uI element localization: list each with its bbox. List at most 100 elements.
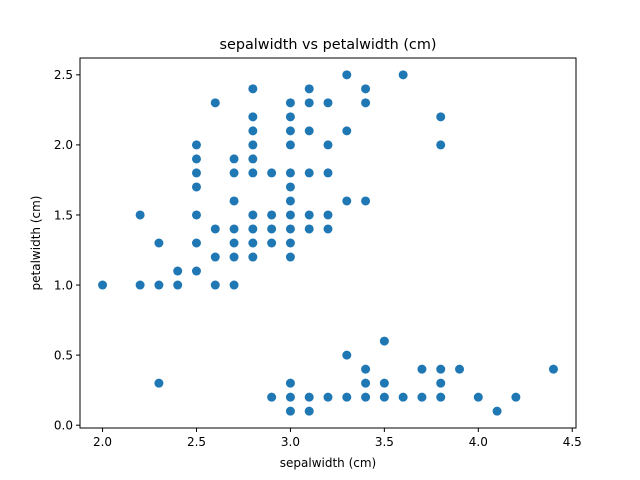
data-point — [436, 112, 446, 122]
data-point — [436, 140, 446, 150]
data-point — [304, 168, 314, 178]
data-point — [285, 140, 295, 150]
data-point — [304, 392, 314, 402]
data-point — [323, 392, 333, 402]
data-point — [285, 196, 295, 206]
data-point — [229, 252, 239, 262]
data-point — [361, 84, 371, 94]
data-point — [379, 336, 389, 346]
y-tick-label: 2.5 — [54, 68, 73, 82]
y-tick-label: 2.0 — [54, 138, 73, 152]
data-point — [304, 210, 314, 220]
data-point — [191, 266, 201, 276]
data-point — [417, 392, 427, 402]
data-point — [323, 210, 333, 220]
data-point — [248, 112, 258, 122]
data-point — [417, 364, 427, 374]
data-point — [248, 84, 258, 94]
data-point — [342, 196, 352, 206]
y-tick-label: 0.5 — [54, 348, 73, 362]
data-point — [210, 252, 220, 262]
data-point — [285, 112, 295, 122]
data-point — [229, 196, 239, 206]
data-point — [342, 392, 352, 402]
x-tick-label: 4.5 — [563, 435, 582, 449]
x-axis-ticks: 2.0 2.5 3.0 3.5 4.0 4.5 — [93, 428, 582, 449]
data-point — [379, 378, 389, 388]
y-axis-label: petalwidth (cm) — [29, 196, 43, 291]
data-point — [248, 154, 258, 164]
y-tick-label: 1.5 — [54, 208, 73, 222]
data-point — [285, 224, 295, 234]
data-point — [267, 210, 277, 220]
data-point — [267, 168, 277, 178]
data-point — [229, 238, 239, 248]
data-point — [285, 252, 295, 262]
x-tick-label: 3.0 — [281, 435, 300, 449]
data-point — [304, 98, 314, 108]
chart-title: sepalwidth vs petalwidth (cm) — [220, 37, 437, 53]
data-point — [191, 182, 201, 192]
data-point — [191, 140, 201, 150]
data-point — [98, 280, 108, 290]
data-point — [191, 210, 201, 220]
data-point — [323, 224, 333, 234]
data-point — [361, 196, 371, 206]
data-point — [229, 224, 239, 234]
data-point — [210, 98, 220, 108]
data-point — [248, 168, 258, 178]
data-point — [285, 392, 295, 402]
data-point — [173, 280, 183, 290]
y-axis-ticks: 0.0 0.5 1.0 1.5 2.0 2.5 — [54, 68, 80, 432]
data-point — [229, 168, 239, 178]
data-point — [267, 392, 277, 402]
data-point — [285, 98, 295, 108]
data-point — [436, 378, 446, 388]
data-point — [323, 168, 333, 178]
data-point — [210, 224, 220, 234]
data-point — [436, 392, 446, 402]
data-point — [154, 238, 164, 248]
data-point — [342, 350, 352, 360]
data-points — [98, 70, 558, 416]
data-point — [248, 126, 258, 136]
x-tick-label: 2.5 — [187, 435, 206, 449]
data-point — [285, 168, 295, 178]
data-point — [361, 364, 371, 374]
y-tick-label: 0.0 — [54, 418, 73, 432]
data-point — [304, 84, 314, 94]
data-point — [173, 266, 183, 276]
data-point — [154, 378, 164, 388]
data-point — [473, 392, 483, 402]
data-point — [342, 126, 352, 136]
data-point — [285, 126, 295, 136]
data-point — [492, 406, 502, 416]
data-point — [285, 182, 295, 192]
data-point — [285, 238, 295, 248]
data-point — [361, 378, 371, 388]
data-point — [135, 280, 145, 290]
data-point — [267, 238, 277, 248]
axes-frame — [79, 57, 577, 429]
data-point — [154, 280, 164, 290]
data-point — [285, 378, 295, 388]
data-point — [379, 392, 389, 402]
data-point — [248, 224, 258, 234]
data-point — [511, 392, 521, 402]
data-point — [304, 406, 314, 416]
data-point — [248, 140, 258, 150]
data-point — [248, 252, 258, 262]
x-axis-label: sepalwidth (cm) — [280, 456, 376, 470]
plot-area — [80, 58, 576, 428]
data-point — [304, 224, 314, 234]
data-point — [248, 238, 258, 248]
data-point — [191, 238, 201, 248]
data-point — [398, 392, 408, 402]
data-point — [248, 210, 258, 220]
data-point — [210, 280, 220, 290]
data-point — [285, 210, 295, 220]
data-point — [304, 126, 314, 136]
data-point — [361, 98, 371, 108]
y-tick-label: 1.0 — [54, 278, 73, 292]
